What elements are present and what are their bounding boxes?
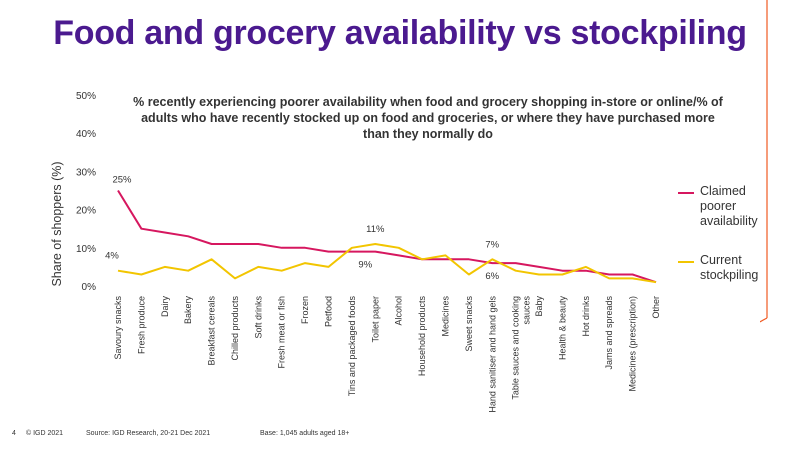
x-tick-label: Savoury snacks — [113, 296, 123, 360]
x-tick-label: Soft drinks — [253, 296, 263, 339]
data-label: 6% — [485, 271, 499, 282]
x-tick-label: Jams and spreads — [604, 296, 614, 370]
x-tick-label: Household products — [417, 296, 427, 377]
chart-subtitle: % recently experiencing poorer availabil… — [133, 95, 723, 141]
footer-base: Base: 1,045 adults aged 18+ — [260, 430, 350, 437]
data-label: 7% — [485, 239, 499, 250]
y-tick-label: 50% — [76, 91, 96, 102]
footer-copyright: © IGD 2021 — [26, 430, 64, 437]
x-tick-label: Fresh meat or fish — [277, 296, 287, 369]
x-tick-label: Medicines (prescription) — [628, 296, 638, 392]
y-tick-label: 10% — [76, 244, 96, 255]
decorative-accent-line — [760, 0, 768, 323]
x-tick-label: Breakfast cereals — [207, 296, 217, 366]
data-label: 25% — [112, 175, 132, 186]
footer-page-number: 4 — [12, 430, 16, 437]
x-tick-label: Table sauces and cookingsauces — [511, 296, 532, 400]
legend-swatch-stockpiling — [678, 261, 694, 263]
x-tick-label: Tins and packaged foods — [347, 296, 357, 397]
x-tick-label: Chilled products — [230, 296, 240, 361]
data-label: 11% — [366, 224, 385, 235]
x-tick-label: Petfood — [324, 296, 334, 327]
x-tick-label: Fresh produce — [136, 296, 146, 354]
series-line-stockpiling — [117, 243, 657, 284]
x-tick-label: Bakery — [183, 296, 193, 325]
x-tick-label: Baby — [534, 296, 544, 317]
y-tick-label: 40% — [76, 129, 96, 140]
legend-swatch-claimed — [678, 192, 694, 194]
x-tick-label: Hand sanitiser and hand gels — [487, 296, 497, 413]
x-tick-label: Health & beauty — [557, 296, 567, 361]
legend-label-stockpiling: Current stockpiling — [700, 253, 759, 282]
x-tick-label: Other — [651, 296, 661, 319]
x-tick-label: Frozen — [300, 296, 310, 324]
data-label: 9% — [358, 260, 372, 271]
x-tick-label: Toilet paper — [370, 296, 380, 343]
page-title: Food and grocery availability vs stockpi… — [53, 14, 747, 52]
x-tick-label: Alcohol — [394, 296, 404, 326]
x-tick-label: Sweet snacks — [464, 296, 474, 352]
legend-label-claimed: Claimed poorer availability — [700, 184, 758, 228]
footer-source: Source: IGD Research, 20-21 Dec 2021 — [86, 430, 211, 437]
x-tick-label: Hot drinks — [581, 296, 591, 337]
y-tick-label: 30% — [76, 167, 96, 178]
x-tick-label: Medicines — [440, 296, 450, 337]
y-axis-label: Share of shoppers (%) — [50, 161, 64, 286]
y-tick-label: 0% — [82, 282, 97, 293]
series-line-claimed — [117, 189, 657, 284]
x-tick-label: Dairy — [160, 296, 170, 318]
y-tick-label: 20% — [76, 206, 96, 217]
data-label: 4% — [105, 251, 119, 262]
